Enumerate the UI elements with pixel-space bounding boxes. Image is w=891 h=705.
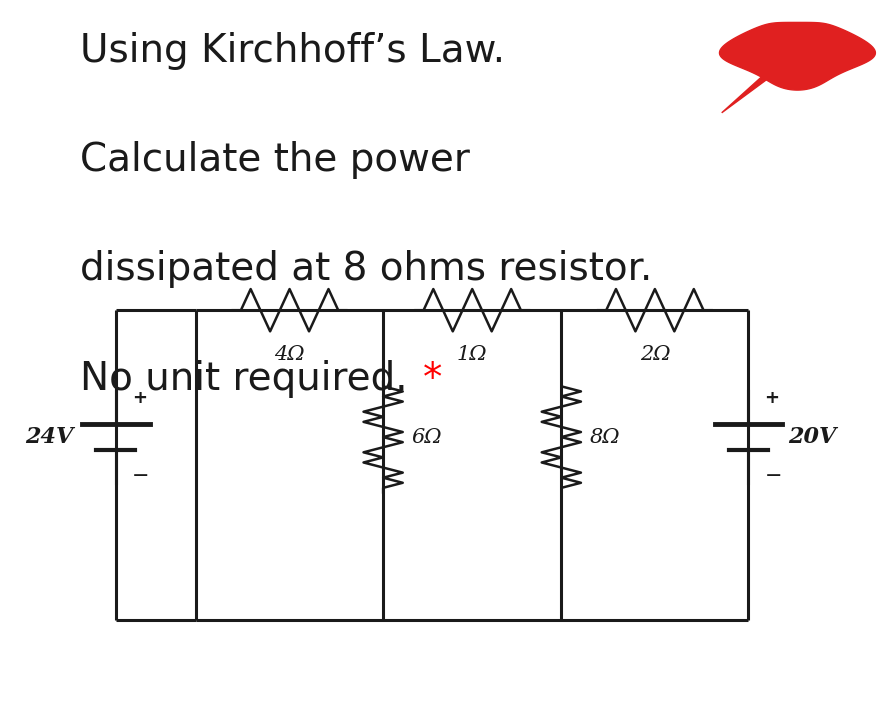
Polygon shape [722,63,789,113]
Text: 24V: 24V [25,426,73,448]
Text: Using Kirchhoff’s Law.: Using Kirchhoff’s Law. [80,32,505,70]
Text: 6Ω: 6Ω [412,428,442,446]
Text: 20V: 20V [789,426,837,448]
Text: 8Ω: 8Ω [590,428,620,446]
Text: *: * [423,360,443,398]
Text: Calculate the power: Calculate the power [80,141,470,179]
Text: dissipated at 8 ohms resistor.: dissipated at 8 ohms resistor. [80,250,652,288]
Text: +: + [764,389,780,407]
Text: 1Ω: 1Ω [457,345,487,364]
Text: +: + [132,389,147,407]
Text: 2Ω: 2Ω [640,345,670,364]
Text: No unit required.: No unit required. [80,360,408,398]
Text: −: − [132,466,150,486]
Text: −: − [764,466,782,486]
Text: 4Ω: 4Ω [274,345,305,364]
Polygon shape [720,23,876,90]
